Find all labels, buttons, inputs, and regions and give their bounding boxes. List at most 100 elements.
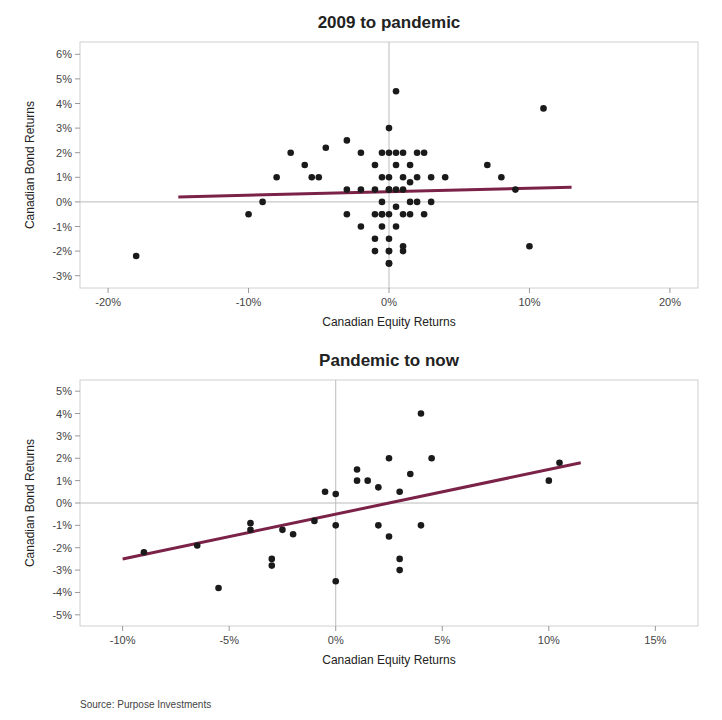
source-note: Source: Purpose Investments bbox=[80, 699, 211, 710]
tick-mark bbox=[75, 128, 80, 129]
scatter-point bbox=[358, 149, 365, 156]
chart-title: Pandemic to now bbox=[319, 351, 460, 370]
tick-mark bbox=[75, 525, 80, 526]
tick-label: -2% bbox=[52, 542, 72, 554]
scatter-point bbox=[332, 491, 339, 498]
scatter-point bbox=[498, 174, 505, 181]
scatter-point bbox=[386, 248, 393, 255]
tick-label: 5% bbox=[56, 73, 72, 85]
tick-mark bbox=[75, 226, 80, 227]
tick-label: 1% bbox=[56, 475, 72, 487]
plot-area bbox=[80, 380, 698, 626]
scatter-point bbox=[344, 211, 351, 218]
scatter-point bbox=[386, 186, 393, 193]
tick-mark bbox=[75, 177, 80, 178]
tick-mark bbox=[442, 626, 443, 631]
scatter-point bbox=[396, 489, 403, 496]
tick-label: -1% bbox=[52, 221, 72, 233]
scatter-point bbox=[379, 199, 386, 206]
tick-mark bbox=[75, 78, 80, 79]
x-axis-label: Canadian Equity Returns bbox=[322, 315, 455, 329]
scatter-point bbox=[386, 455, 393, 462]
scatter-point bbox=[386, 248, 393, 255]
trend-line bbox=[123, 463, 581, 559]
tick-mark bbox=[122, 626, 123, 631]
scatter-point bbox=[268, 562, 275, 569]
scatter-point bbox=[311, 518, 318, 525]
tick-label: -1% bbox=[52, 519, 72, 531]
scatter-point bbox=[407, 211, 414, 218]
tick-label: -2% bbox=[52, 245, 72, 257]
trend-line bbox=[178, 187, 571, 197]
y-axis-label: Canadian Bond Returns bbox=[23, 101, 37, 229]
tick-mark bbox=[75, 152, 80, 153]
plot-area bbox=[80, 42, 698, 288]
tick-mark bbox=[75, 547, 80, 548]
scatter-point bbox=[215, 585, 222, 592]
scatter-point bbox=[512, 186, 519, 193]
scatter-point bbox=[245, 211, 252, 218]
tick-mark bbox=[248, 288, 249, 293]
scatter-point bbox=[414, 174, 421, 181]
scatter-point bbox=[393, 204, 400, 211]
scatter-point bbox=[546, 477, 553, 484]
scatter-point bbox=[259, 199, 266, 206]
tick-label: -10% bbox=[110, 634, 136, 646]
scatter-point bbox=[372, 248, 379, 255]
scatter-point bbox=[540, 105, 547, 112]
scatter-point bbox=[396, 567, 403, 574]
tick-mark bbox=[75, 201, 80, 202]
tick-mark bbox=[75, 592, 80, 593]
tick-label: 20% bbox=[659, 296, 681, 308]
tick-label: -3% bbox=[52, 564, 72, 576]
scatter-point bbox=[301, 162, 308, 169]
scatter-point bbox=[386, 533, 393, 540]
scatter-point bbox=[379, 211, 386, 218]
chart-title: 2009 to pandemic bbox=[318, 13, 461, 32]
scatter-point bbox=[421, 211, 428, 218]
scatter-point bbox=[484, 162, 491, 169]
tick-label: 10% bbox=[538, 634, 560, 646]
tick-label: -3% bbox=[52, 270, 72, 282]
scatter-point bbox=[322, 144, 329, 151]
scatter-point bbox=[247, 520, 254, 527]
y-axis-label: Canadian Bond Returns bbox=[23, 439, 37, 567]
scatter-point bbox=[386, 125, 393, 132]
tick-mark bbox=[75, 413, 80, 414]
scatter-point bbox=[407, 471, 414, 478]
scatter-point bbox=[354, 477, 361, 484]
figure: 2009 to pandemic-20%-10%0%10%20%-3%-2%-1… bbox=[0, 0, 722, 720]
scatter-point bbox=[386, 260, 393, 267]
scatter-point bbox=[407, 199, 414, 206]
tick-label: 15% bbox=[644, 634, 666, 646]
tick-mark bbox=[75, 435, 80, 436]
scatter-point bbox=[400, 243, 407, 250]
tick-mark bbox=[75, 458, 80, 459]
scatter-point bbox=[386, 260, 393, 267]
tick-mark bbox=[229, 626, 230, 631]
scatter-point bbox=[354, 466, 361, 473]
tick-label: 1% bbox=[56, 171, 72, 183]
scatter-point bbox=[290, 531, 297, 538]
scatter-point bbox=[379, 211, 386, 218]
scatter-point bbox=[375, 522, 382, 529]
tick-label: -20% bbox=[95, 296, 121, 308]
scatter-point bbox=[194, 542, 201, 549]
scatter-point bbox=[372, 186, 379, 193]
scatter-point bbox=[273, 174, 280, 181]
scatter-point bbox=[386, 186, 393, 193]
scatter-point bbox=[315, 174, 322, 181]
tick-mark bbox=[529, 288, 530, 293]
tick-label: 5% bbox=[434, 634, 450, 646]
scatter-point bbox=[407, 179, 414, 186]
scatter-point bbox=[372, 211, 379, 218]
scatter-point bbox=[279, 527, 286, 534]
scatter-point bbox=[379, 174, 386, 181]
plot-frame bbox=[80, 42, 698, 288]
tick-label: 4% bbox=[56, 408, 72, 420]
tick-mark bbox=[75, 570, 80, 571]
tick-label: -5% bbox=[219, 634, 239, 646]
tick-label: 5% bbox=[56, 385, 72, 397]
plot-frame bbox=[80, 380, 698, 626]
scatter-point bbox=[442, 174, 449, 181]
